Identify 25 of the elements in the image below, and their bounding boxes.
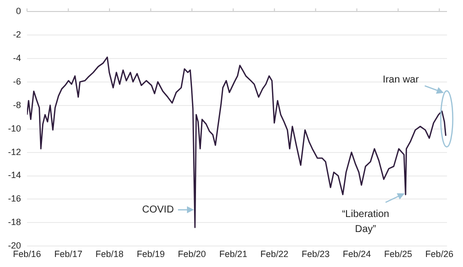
x-tick-label: Feb/16 [12,249,42,260]
y-tick-label: -8 [12,100,22,110]
x-tick-label: Feb/21 [219,249,248,260]
x-tick-label: Feb/22 [260,249,288,260]
x-tick-label: Feb/17 [54,249,82,260]
y-tick-label: -12 [8,146,22,157]
y-tick-label: -6 [12,76,22,86]
x-tick-label: Feb/18 [96,249,124,260]
y-tick-label: -14 [8,170,22,180]
x-tick-label: Feb/25 [384,249,412,260]
y-tick-label: -2 [12,29,22,40]
annotation: “Liberation Day” [342,209,390,236]
y-tick-label: -16 [8,194,22,204]
y-tick-label: -10 [8,123,22,134]
y-tick-label: -20 [8,240,22,251]
annotation: Iran war [382,74,420,86]
x-tick-label: Feb/24 [342,249,371,260]
x-tick-label: Feb/26 [425,249,454,260]
annotation: COVID [142,204,174,216]
y-tick-label: -4 [12,52,22,63]
y-tick-label: 0 [16,6,22,16]
x-tick-label: Feb/23 [302,249,330,260]
y-tick-label: -18 [8,217,22,228]
x-tick-label: Feb/19 [136,249,165,260]
x-tick-label: Feb/20 [178,249,206,260]
